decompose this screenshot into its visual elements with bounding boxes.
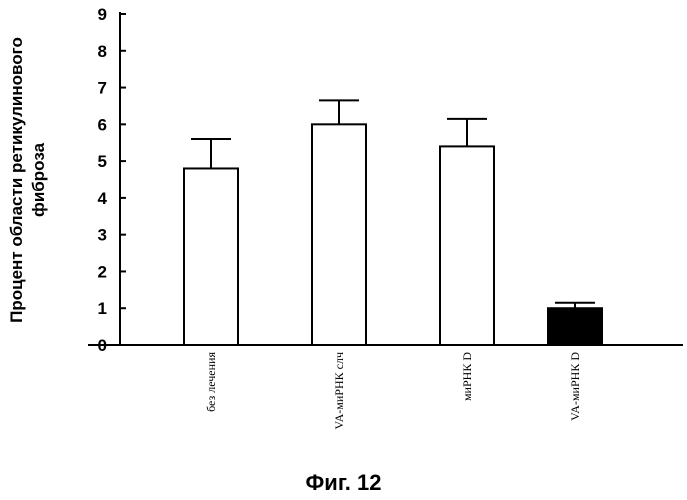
- y-tick-label: 1: [98, 299, 107, 318]
- category-labels: без лечения VA-миРНК слч миРНК D VA-миРНК D: [204, 352, 582, 430]
- category-label: миРНК D: [460, 352, 474, 401]
- error-bars: [191, 100, 595, 308]
- y-axis-label: Процент области ретикулиновогофиброза: [7, 37, 48, 323]
- y-tick-label: 5: [98, 152, 107, 171]
- y-tick-label: 3: [98, 226, 107, 245]
- bar: [312, 124, 366, 345]
- y-axis-label-line: фиброза: [29, 142, 48, 217]
- y-tick-label: 2: [98, 262, 107, 281]
- figure-caption: Фиг. 12: [0, 470, 687, 496]
- y-tick-label: 9: [98, 5, 107, 24]
- axes: [88, 12, 683, 345]
- y-axis-label-line: Процент области ретикулинового: [7, 37, 26, 323]
- category-label: без лечения: [204, 352, 218, 412]
- bars: [184, 124, 602, 345]
- bar: [548, 308, 602, 345]
- y-axis-ticks: 0123456789: [98, 5, 126, 355]
- bar: [184, 168, 238, 345]
- y-tick-label: 6: [98, 115, 107, 134]
- category-label: VA-миРНК D: [568, 352, 582, 421]
- category-label: VA-миРНК слч: [332, 352, 346, 430]
- y-tick-label: 7: [98, 79, 107, 98]
- y-tick-label: 4: [98, 189, 108, 208]
- bar: [440, 146, 494, 345]
- y-tick-label: 8: [98, 42, 107, 61]
